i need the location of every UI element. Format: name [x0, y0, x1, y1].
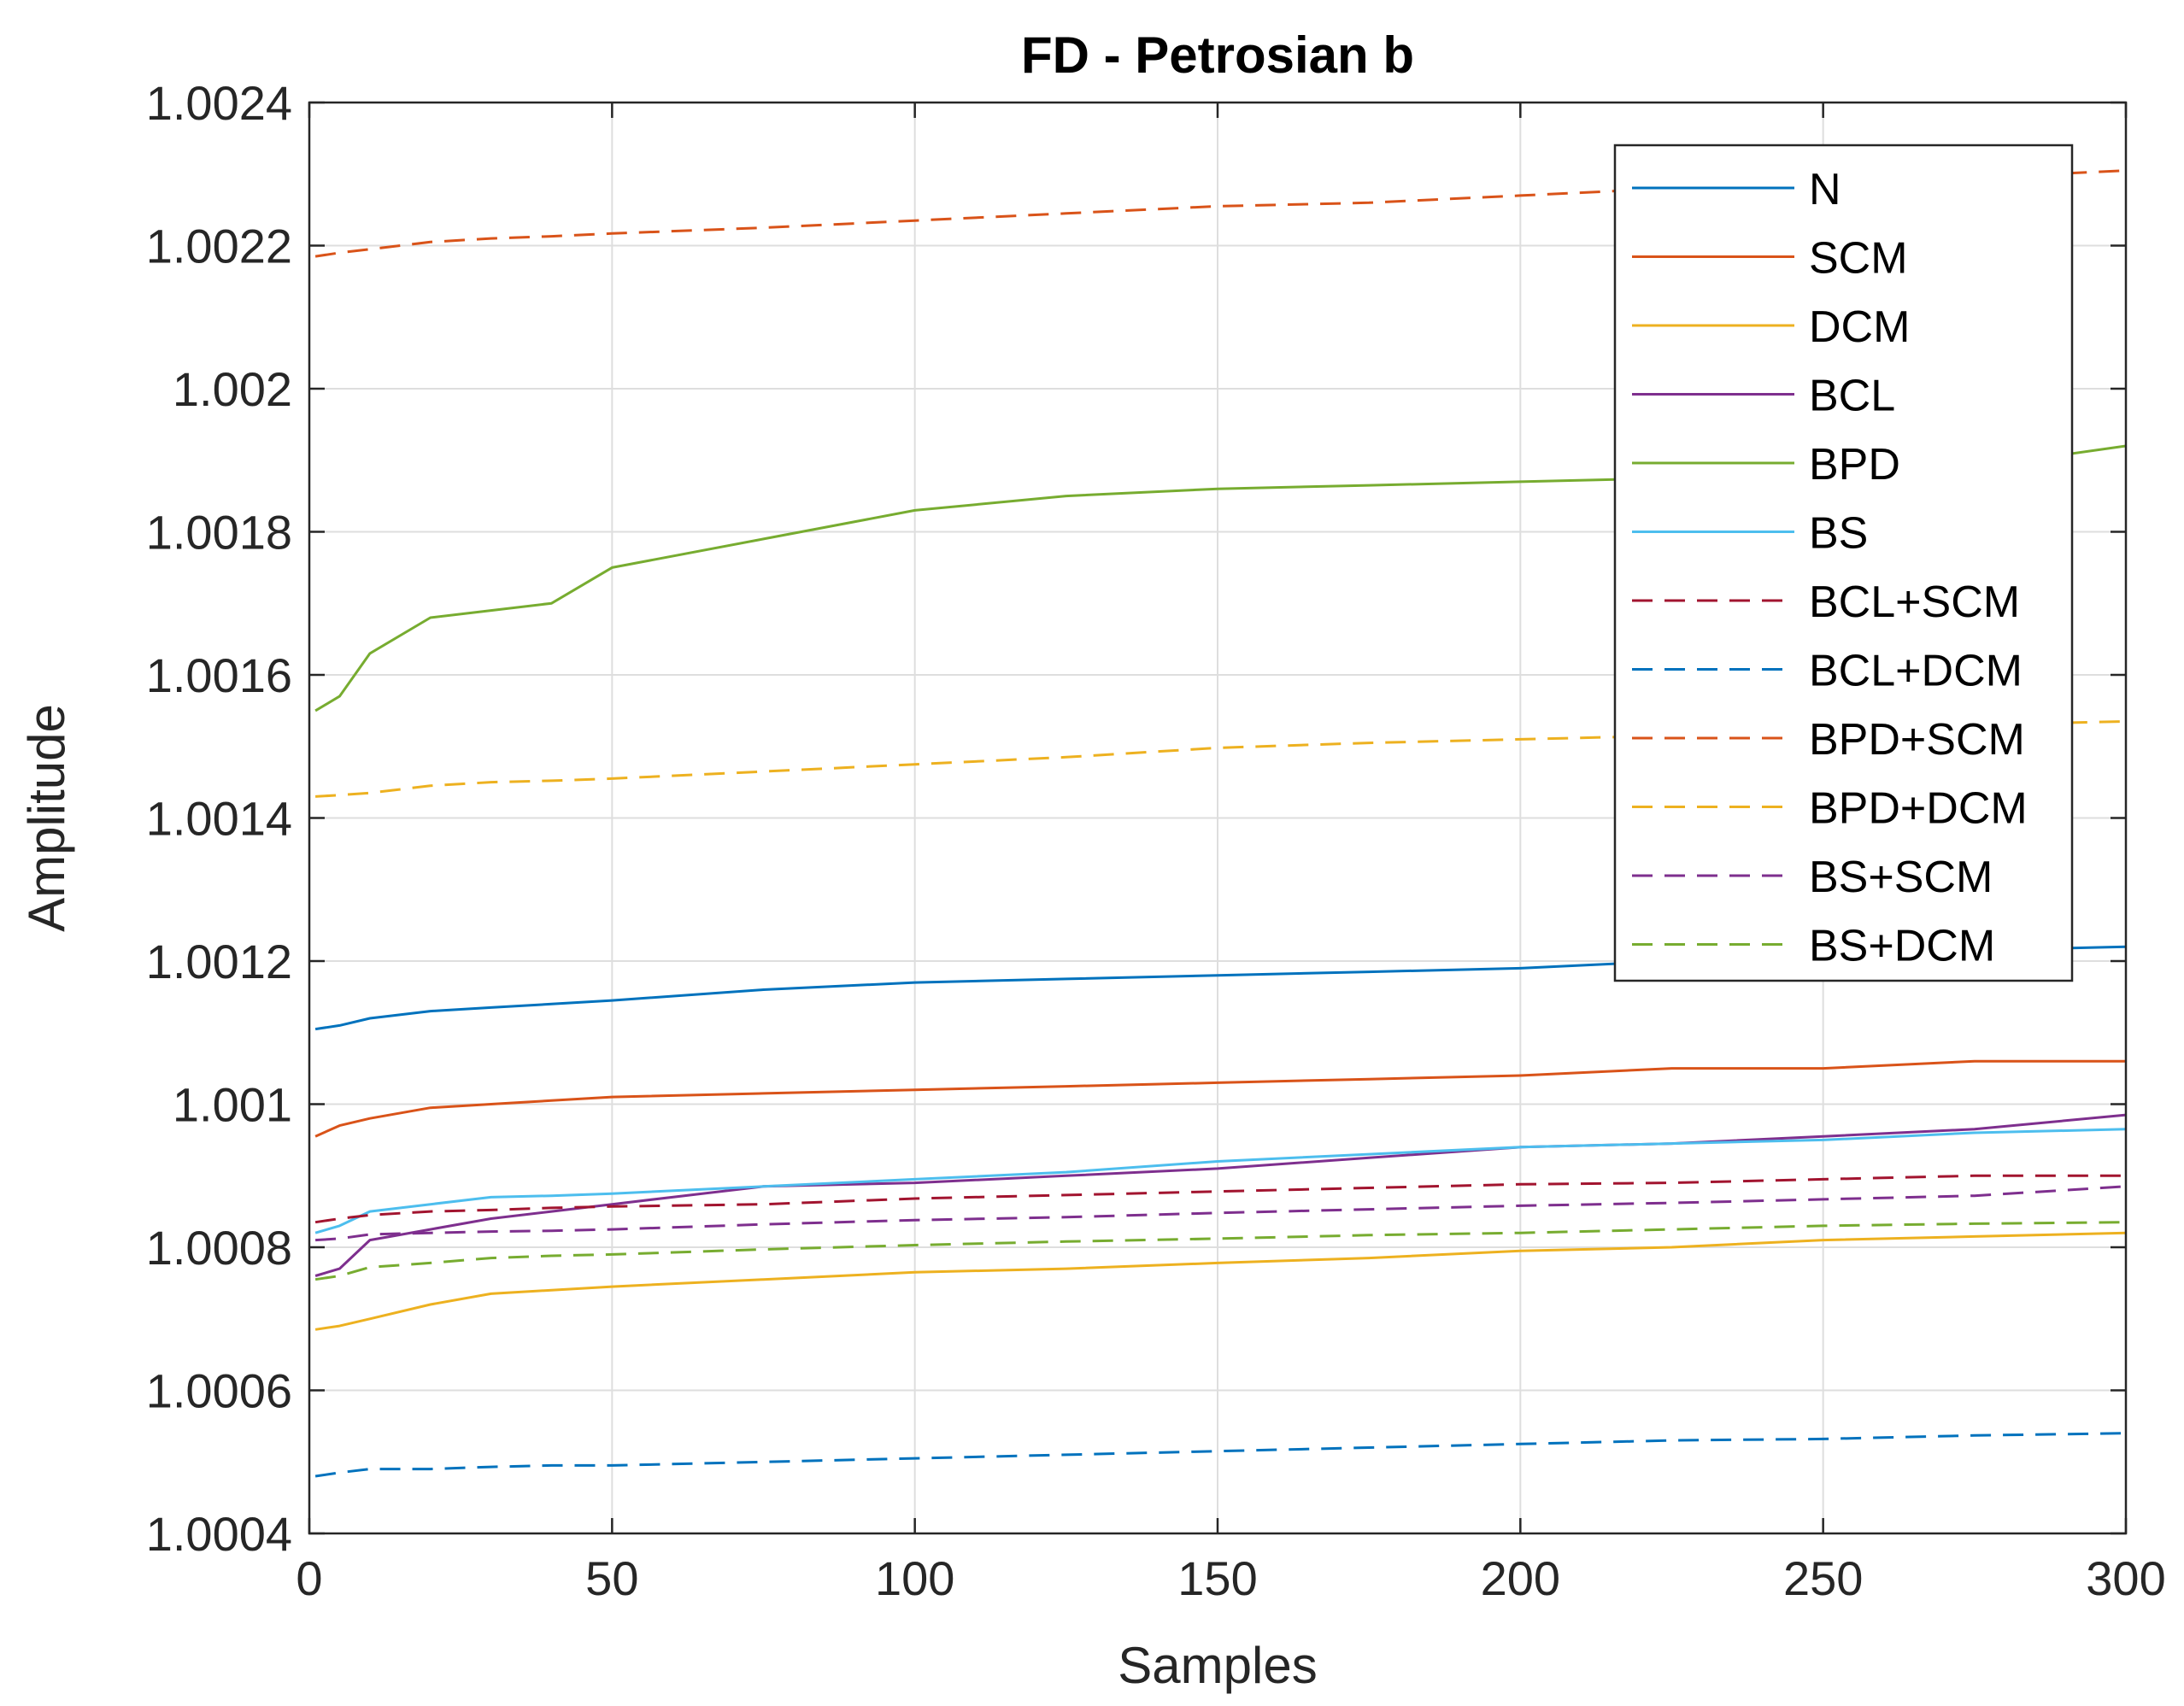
x-tick-label: 100	[875, 1551, 954, 1605]
axis-ticks: 0 50 100 150 200 250 300 1.0004 1.0006 1.0008 1.00…	[146, 76, 2166, 1605]
x-tick-label: 300	[2086, 1551, 2165, 1605]
x-tick-label: 250	[1783, 1551, 1863, 1605]
series-line-bcl-plus-scm	[314, 1174, 2126, 1224]
x-axis-label: Samples	[1118, 1637, 1317, 1694]
series-line-scm	[314, 1059, 2126, 1138]
y-tick-label: 1.0016	[146, 648, 292, 702]
series-line-bs-plus-scm	[315, 1185, 2127, 1242]
y-tick-label: 1.0014	[146, 792, 292, 846]
legend-label: BS	[1809, 509, 1868, 559]
x-tick-label: 150	[1177, 1551, 1257, 1605]
legend-label: SCM	[1809, 234, 1908, 284]
x-tick-label: 0	[296, 1551, 322, 1605]
legend: N SCM DCM BCL BPD BS BCL+SCM BCL+DCM BPD+SCM BPD+…	[1613, 144, 2074, 982]
y-tick-label: 1.002	[173, 362, 292, 416]
chart-title: FD - Petrosian b	[1021, 26, 1414, 84]
legend-label: N	[1809, 165, 1841, 214]
y-tick-label: 1.0008	[146, 1221, 292, 1275]
series-line-dcm	[314, 1231, 2127, 1331]
legend-label: DCM	[1809, 302, 1910, 352]
legend-label: BS+SCM	[1809, 853, 1993, 902]
y-tick-label: 1.0004	[146, 1507, 292, 1561]
y-tick-label: 1.0022	[146, 220, 292, 273]
legend-label: BCL+DCM	[1809, 647, 2023, 696]
legend-box	[1613, 144, 2074, 982]
series-line-bs-plus-dcm	[314, 1221, 2127, 1281]
y-tick-label: 1.0006	[146, 1364, 292, 1418]
legend-label: BPD+DCM	[1809, 784, 2028, 834]
y-tick-label: 1.001	[173, 1078, 292, 1132]
series-line-bcl-plus-dcm	[314, 1432, 2127, 1478]
x-tick-label: 200	[1481, 1551, 1560, 1605]
legend-label: BS+DCM	[1809, 922, 1995, 971]
series-line-bs	[314, 1128, 2127, 1234]
x-tick-label: 50	[585, 1551, 638, 1605]
y-tick-label: 1.0012	[146, 935, 292, 988]
y-tick-label: 1.0024	[146, 76, 292, 130]
y-axis-label: Amplitude	[18, 704, 75, 932]
legend-label: BCL+SCM	[1809, 577, 2020, 627]
legend-label: BPD+SCM	[1809, 715, 2025, 765]
legend-label: BPD	[1809, 440, 1900, 490]
legend-label: BCL	[1809, 372, 1895, 421]
y-tick-label: 1.0018	[146, 506, 292, 560]
